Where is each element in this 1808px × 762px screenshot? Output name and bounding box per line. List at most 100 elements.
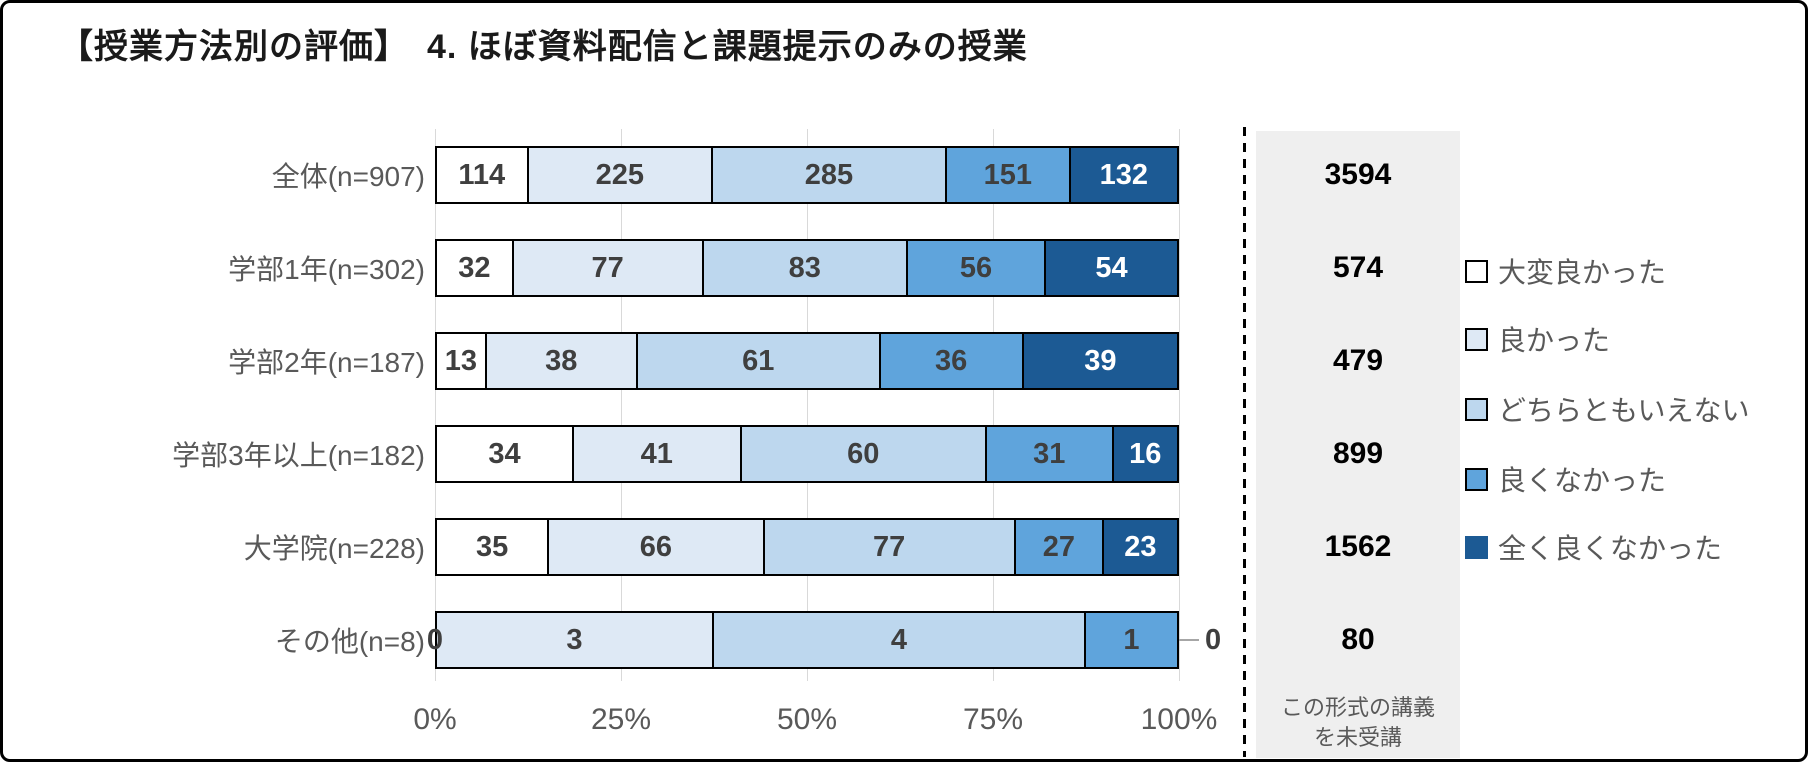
not-attended-value: 3594 (1324, 158, 1392, 191)
bar-segment: 27 (1015, 518, 1104, 576)
bar-segment: 225 (528, 146, 714, 204)
not-attended-footer-label: この形式の講義 を未受講 (1280, 695, 1435, 750)
segment-value-label: 151 (983, 158, 1032, 191)
row-label: 学部3年以上(n=182) (172, 440, 425, 471)
bar-segment: 77 (764, 518, 1016, 576)
grid-line (621, 129, 622, 681)
not-attended-value: 899 (1332, 437, 1384, 470)
row-label: その他(n=8) (274, 626, 425, 657)
legend-item: 全く良くなかった (1465, 529, 1722, 565)
segment-value-label: 225 (595, 158, 644, 191)
bar-segment: 77 (513, 239, 704, 297)
segment-value-label: 77 (873, 530, 906, 563)
legend: 大変良かった 良かったどちらともいえない 良くなかった全く良くなかった (1465, 3, 1805, 759)
segment-value-label: 13 (444, 344, 477, 377)
segment-value-label: 41 (640, 437, 673, 470)
not-attended-value: 479 (1332, 344, 1384, 377)
legend-item: 良くなかった (1465, 461, 1666, 497)
segment-value-label: 114 (458, 158, 506, 191)
segment-value-label: 132 (1099, 158, 1149, 191)
bar-segment: 285 (713, 146, 947, 204)
bar-segment: 41 (573, 425, 742, 483)
legend-label: どちらともいえない (1498, 395, 1750, 426)
row-label: 学部1年(n=302) (228, 254, 425, 285)
row-label: 大学院(n=228) (243, 533, 425, 564)
legend-swatch (1465, 535, 1488, 559)
segment-value-label: 285 (804, 158, 854, 191)
plot-area: 114 225 285 151 132 32 77 83 56 54 13 38 61 36 39 34 41 6… (427, 129, 1221, 681)
legend-label: 良くなかった (1498, 465, 1667, 496)
x-axis-tick-label: 75% (962, 703, 1024, 736)
segment-value-label: 66 (639, 530, 673, 563)
segment-value-label: 36 (935, 344, 968, 377)
bar-segment: 60 (741, 425, 987, 483)
x-axis-tick-label: 0% (413, 703, 457, 736)
segment-value-label: 39 (1084, 344, 1117, 377)
bar-segment: 23 (1103, 518, 1179, 576)
not-attended-value: 80 (1341, 623, 1375, 656)
segment-value-label: 3 (566, 623, 583, 656)
segment-value-label: 1 (1123, 623, 1140, 656)
legend-item: 大変良かった (1465, 253, 1666, 289)
bar-row: 3 4 1 (435, 611, 1179, 669)
leader-line (1179, 639, 1199, 641)
x-axis-tick-label: 100% (1140, 703, 1218, 736)
row-label: 学部2年(n=187) (228, 347, 425, 378)
segment-value-label: 77 (591, 251, 624, 284)
bar-segment: 66 (549, 518, 765, 576)
zero-value-label: 0 (426, 623, 444, 656)
bar-segment: 34 (435, 425, 574, 483)
zero-value-label: 0 (1205, 623, 1222, 656)
legend-item: 良かった (1465, 321, 1610, 357)
bar-row: 34 41 60 31 16 (435, 425, 1179, 483)
bar-row: 114 225 285 151 132 (435, 146, 1179, 204)
bar-segment: 4 (714, 611, 1086, 669)
bar-segment: 39 (1023, 332, 1179, 390)
segment-value-label: 31 (1033, 437, 1066, 470)
segment-value-label: 38 (545, 344, 578, 377)
chart-title: 【授業方法別の評価】 4. ほぼ資料配信と課題提示のみの授業 (59, 28, 1028, 66)
x-axis-tick-label: 25% (590, 703, 652, 736)
segment-value-label: 34 (488, 437, 521, 470)
legend-swatch (1465, 397, 1488, 421)
bar-segment: 1 (1086, 611, 1179, 669)
bar-segment: 36 (880, 332, 1024, 390)
legend-item: どちらともいえない (1465, 391, 1749, 427)
segment-value-label: 16 (1129, 437, 1162, 470)
bar-segment: 114 (435, 146, 529, 204)
segment-value-label: 54 (1095, 251, 1128, 284)
legend-swatch (1465, 327, 1488, 351)
bar-segment: 31 (986, 425, 1114, 483)
bar-segment: 83 (703, 239, 908, 297)
segment-value-label: 83 (788, 251, 821, 284)
bar-segment: 13 (435, 332, 487, 390)
legend-swatch (1465, 259, 1488, 283)
segment-value-label: 27 (1042, 530, 1075, 563)
bar-segment: 3 (435, 611, 714, 669)
not-attended-panel (1256, 131, 1460, 758)
separator-dashed-line (1243, 127, 1246, 757)
bar-segment: 132 (1070, 146, 1179, 204)
segment-value-label: 56 (959, 251, 993, 284)
segment-value-label: 61 (742, 344, 775, 377)
bar-segment: 35 (435, 518, 550, 576)
segment-value-label: 23 (1124, 530, 1157, 563)
segment-value-label: 35 (475, 530, 509, 563)
bar-segment: 61 (637, 332, 881, 390)
grid-line (807, 129, 808, 681)
bar-row: 35 66 77 27 23 (435, 518, 1179, 576)
legend-label: 大変良かった (1498, 257, 1667, 288)
segment-value-label: 32 (458, 251, 491, 284)
legend-label: 良かった (1498, 325, 1611, 356)
x-axis-tick-label: 50% (776, 703, 838, 736)
grid-line (1179, 129, 1180, 681)
bar-segment: 56 (907, 239, 1046, 297)
not-attended-value: 574 (1332, 251, 1384, 284)
legend-swatch (1465, 467, 1488, 491)
bar-row: 32 77 83 56 54 (435, 239, 1179, 297)
bar-segment: 151 (946, 146, 1071, 204)
legend-label: 全く良くなかった (1498, 533, 1723, 564)
bar-segment: 54 (1045, 239, 1179, 297)
bar-row: 13 38 61 36 39 (435, 332, 1179, 390)
